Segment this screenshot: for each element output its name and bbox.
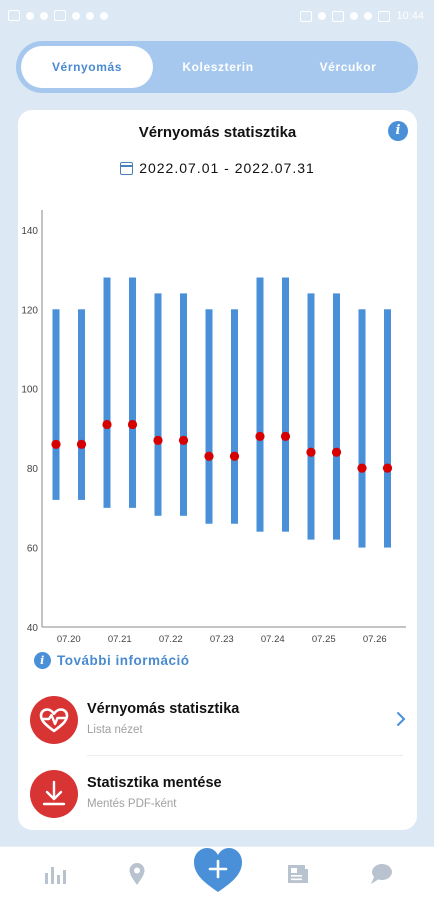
alarm-icon [86,11,94,20]
y-tick-label: 80 [27,464,39,475]
range-bar [384,309,391,548]
y-tick-label: 140 [21,226,38,237]
x-tick-label: 07.25 [312,634,336,645]
pulse-point [102,419,112,430]
range-bar [52,309,60,500]
y-tick-label: 120 [21,305,38,316]
battery-icon [378,10,391,22]
y-tick-label: 60 [27,544,39,555]
pulse-point [382,463,393,473]
chevron-right-icon [397,712,406,726]
pulse-point [255,431,265,441]
bluetooth-icon [318,12,327,20]
range-bar [282,277,289,532]
more-info-link[interactable]: i További információ [34,652,190,669]
x-tick-label: 07.23 [210,634,234,645]
hotspot-icon [350,12,359,20]
range-bar [333,293,340,540]
vibrate-icon [332,10,345,22]
list-item-title: Statisztika mentése [87,775,222,791]
range-bar [154,293,162,516]
nfc-icon [300,10,313,22]
range-bar [180,293,187,516]
y-tick-label: 40 [27,623,39,634]
tab-vercukor[interactable]: Vércukor [319,60,377,74]
pulse-point [229,451,240,461]
sync-icon [72,11,80,20]
x-tick-label: 07.21 [108,634,132,645]
list-item-subtitle: Mentés PDF-ként [87,798,177,810]
pulse-point [357,463,367,473]
bar-chart-icon[interactable] [42,861,68,887]
heart-pulse-icon [30,696,78,744]
x-tick-label: 07.22 [159,634,183,645]
status-bar-left-icons [8,10,108,21]
location-icon [364,12,373,20]
heart-plus-icon[interactable] [192,846,244,894]
range-bar [103,277,111,508]
tab-vernyomas[interactable]: Vérnyomás [21,46,153,88]
status-time: 10:44 [396,10,424,22]
date-range-text: 2022.07.01 - 2022.07.31 [139,160,315,176]
more-info-label: További információ [57,653,190,668]
info-icon: i [34,652,51,669]
network-speed-icon [54,10,66,21]
range-bar [231,309,238,524]
pulse-point [153,435,163,445]
newspaper-icon[interactable] [285,861,311,887]
card-title: Vérnyomás statisztika [138,124,297,141]
list-item-blood-pressure-stats[interactable]: Vérnyomás statisztika Lista nézet [18,684,417,756]
info-icon[interactable]: i [388,121,408,141]
pulse-point [306,447,316,457]
x-tick-label: 07.20 [57,634,81,645]
category-tabs: Vérnyomás Koleszterin Vércukor [16,41,418,93]
chat-icon[interactable] [368,861,394,887]
pulse-point [178,435,189,445]
pulse-point [76,439,87,449]
list-item-subtitle: Lista nézet [87,724,143,736]
date-range-picker[interactable]: 2022.07.01 - 2022.07.31 [18,160,417,176]
statistics-card: Vérnyomás statisztika i 2022.07.01 - 202… [18,110,417,830]
range-bar [205,309,213,524]
range-bar [78,309,85,500]
range-bar [129,277,136,508]
download-icon [30,770,78,818]
x-tick-label: 07.24 [261,634,285,645]
pulse-point [331,447,342,457]
calendar-icon [120,162,134,175]
pulse-point [280,431,291,441]
signal-icon [26,11,34,20]
x-tick-label: 07.26 [363,634,387,645]
range-bar [307,293,315,540]
download-icon [100,11,108,20]
pulse-point [204,451,214,461]
range-bar [358,309,366,548]
location-pin-icon[interactable] [124,861,150,887]
blood-pressure-chart: 40 60 80 100 120 140 07.20 07.21 07.22 07.23 07.2… [21,210,406,645]
range-bar [256,277,264,532]
sim-card-icon [8,10,20,21]
y-tick-label: 100 [21,385,38,396]
wifi-icon [40,11,48,20]
status-bar: 10:44 [0,0,434,34]
pulse-point [51,439,61,449]
list-divider [87,755,403,756]
tab-koleszterin[interactable]: Koleszterin [182,60,254,74]
pulse-point [127,419,138,430]
list-item-title: Vérnyomás statisztika [87,701,240,717]
status-bar-right-icons: 10:44 [300,10,424,22]
list-item-save-statistics[interactable]: Statisztika mentése Mentés PDF-ként [18,758,417,830]
